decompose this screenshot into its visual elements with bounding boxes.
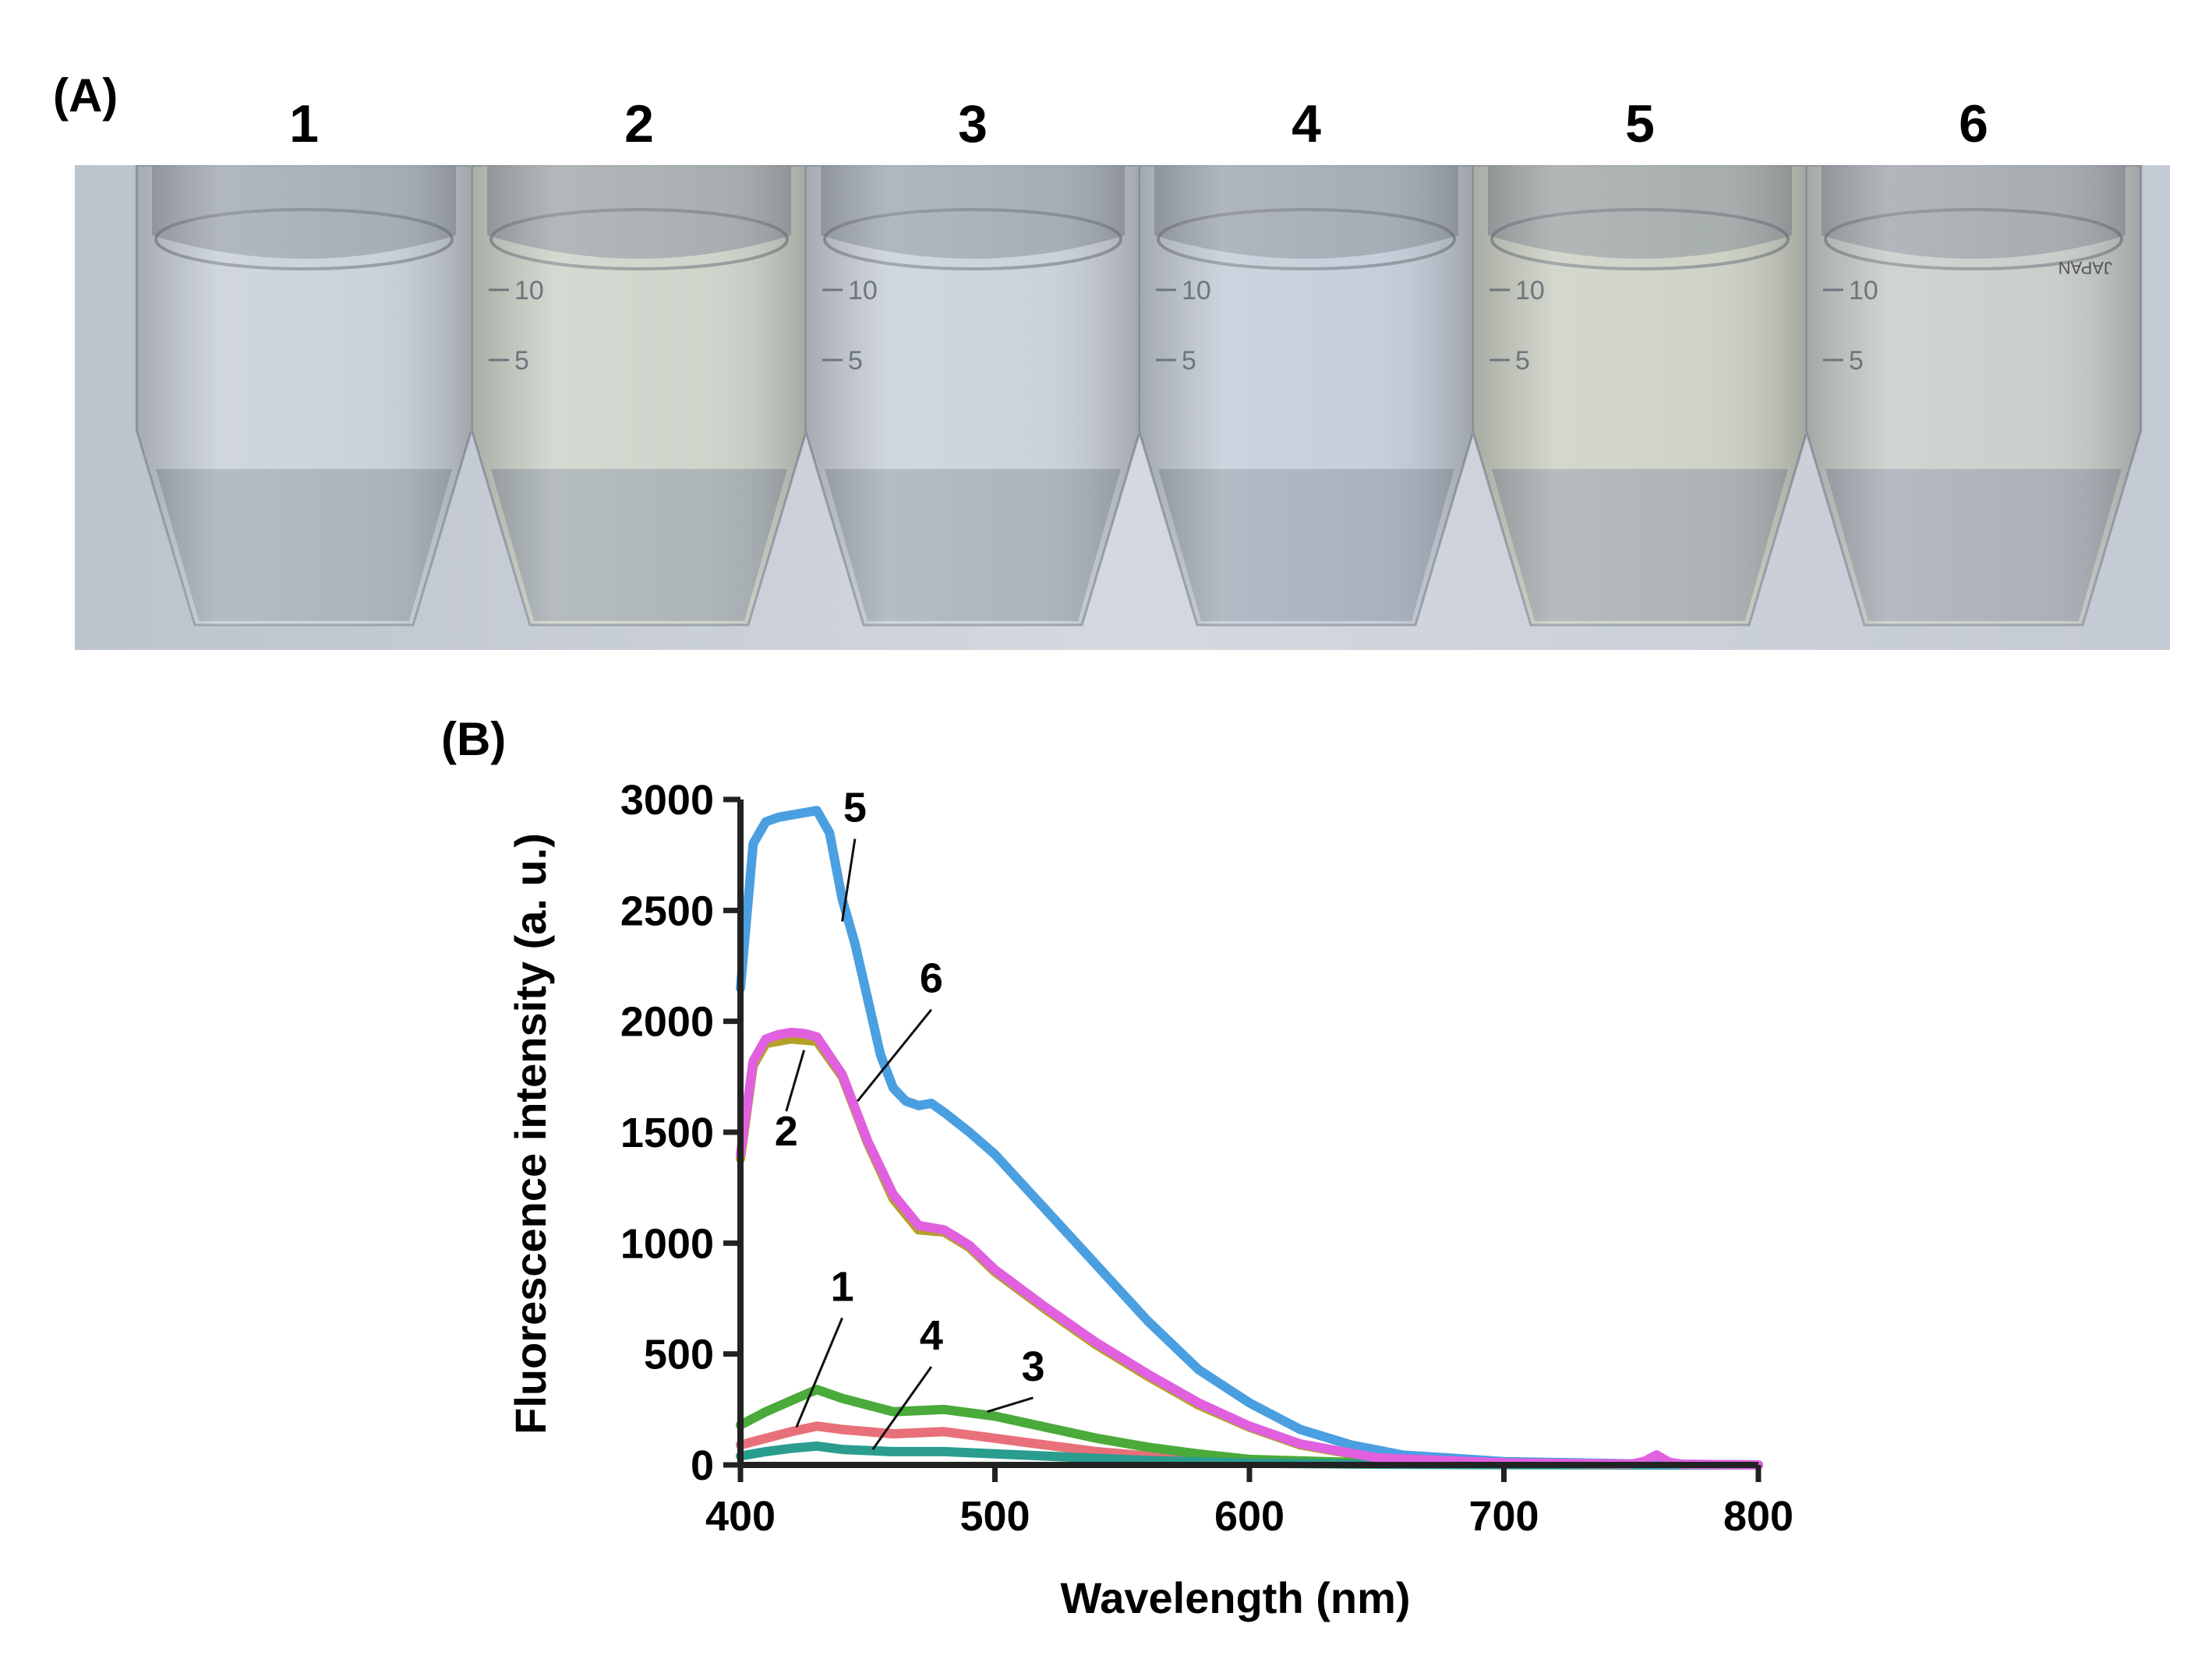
graduation-label-5: 5 — [1182, 346, 1196, 376]
tubes-group: 10 5 10 5 10 5 10 5 10 5 JAPAN — [135, 165, 2143, 626]
cap-text: JAPAN — [2058, 258, 2112, 277]
x-axis-label: Wavelength (nm) — [1060, 1573, 1410, 1622]
series-line-2 — [736, 1034, 1763, 1470]
y-axis-label: Fluorescence intensity (a. u.) — [506, 833, 555, 1435]
tube-6: 10 5 — [1804, 165, 2143, 626]
annotation-leader-3 — [987, 1396, 1034, 1414]
chart-axes: 400 500 600 700 800 0 500 1000 1500 2000 2500 3000 — [620, 777, 1793, 1540]
graduation-label-10: 10 — [848, 276, 878, 305]
annotation-leader-1 — [795, 1317, 843, 1428]
graduation-label-5: 5 — [514, 346, 529, 376]
tube-1 — [135, 165, 473, 626]
chart-annotations: 5 6 2 1 4 3 — [775, 784, 1044, 1450]
panel-a-label: (A) — [53, 69, 118, 122]
tubes-photo: 10 5 10 5 10 5 10 5 10 5 JAPAN — [75, 165, 2170, 650]
graduation-label-5: 5 — [1515, 346, 1530, 376]
x-tick-label: 400 — [705, 1493, 776, 1540]
series-line-6 — [736, 1027, 1763, 1470]
tube-shading — [136, 165, 472, 625]
tube-3: 10 5 — [804, 165, 1142, 626]
graduation-label-5: 5 — [848, 346, 863, 376]
tube-number-2: 2 — [624, 94, 654, 154]
tube-number-1: 1 — [289, 94, 319, 154]
x-tick-label: 800 — [1723, 1493, 1793, 1540]
x-tick-label: 500 — [959, 1493, 1030, 1540]
annotation-leader-6 — [857, 1008, 933, 1103]
graduation-label-10: 10 — [1849, 276, 1878, 305]
y-tick-label: 2000 — [620, 999, 714, 1046]
tube-5: 10 5 — [1471, 165, 1809, 626]
tube-shading — [472, 165, 807, 625]
tube-shading — [1472, 165, 1807, 625]
x-tick-label: 600 — [1214, 1493, 1284, 1540]
annotation-leader-2 — [785, 1050, 806, 1112]
annotation-leader-4 — [871, 1366, 933, 1450]
y-tick-label: 3000 — [620, 777, 714, 824]
series-line-3 — [736, 1385, 1763, 1470]
annotation-leader-5 — [841, 838, 857, 922]
tube-number-6: 6 — [1959, 94, 1988, 154]
tube-number-4: 4 — [1292, 94, 1321, 154]
annotation-label-2: 2 — [775, 1108, 798, 1155]
tube-shading — [805, 165, 1140, 625]
panel-b-label: (B) — [441, 713, 507, 765]
series-line-5 — [736, 806, 1763, 1470]
tube-shading — [1806, 165, 2141, 625]
annotation-label-5: 5 — [843, 784, 867, 831]
graduation-label-10: 10 — [1182, 276, 1211, 305]
y-tick-label: 1500 — [620, 1110, 714, 1156]
y-tick-label: 0 — [691, 1442, 714, 1489]
y-tick-label: 2500 — [620, 888, 714, 934]
annotation-label-6: 6 — [920, 955, 943, 1002]
plot-lines — [736, 806, 1763, 1470]
annotation-label-1: 1 — [831, 1263, 854, 1310]
annotation-label-3: 3 — [1021, 1343, 1044, 1390]
tube-shading — [1139, 165, 1474, 625]
graduation-label-10: 10 — [514, 276, 544, 305]
x-tick-label: 700 — [1468, 1493, 1539, 1540]
series-line-1 — [736, 1421, 1763, 1470]
tube-2: 10 5 — [470, 165, 808, 626]
annotation-label-4: 4 — [920, 1312, 943, 1359]
tube-number-5: 5 — [1625, 94, 1655, 154]
graduation-label-10: 10 — [1515, 276, 1545, 305]
graduation-label-5: 5 — [1849, 346, 1864, 376]
y-tick-label: 500 — [644, 1332, 714, 1378]
tube-number-3: 3 — [958, 94, 988, 154]
tubes-photo-drawing: 10 5 10 5 10 5 10 5 10 5 JAPAN — [75, 165, 2170, 650]
y-tick-label: 1000 — [620, 1220, 714, 1267]
tube-4: 10 5 — [1137, 165, 1475, 626]
series-line-4 — [736, 1441, 1763, 1470]
